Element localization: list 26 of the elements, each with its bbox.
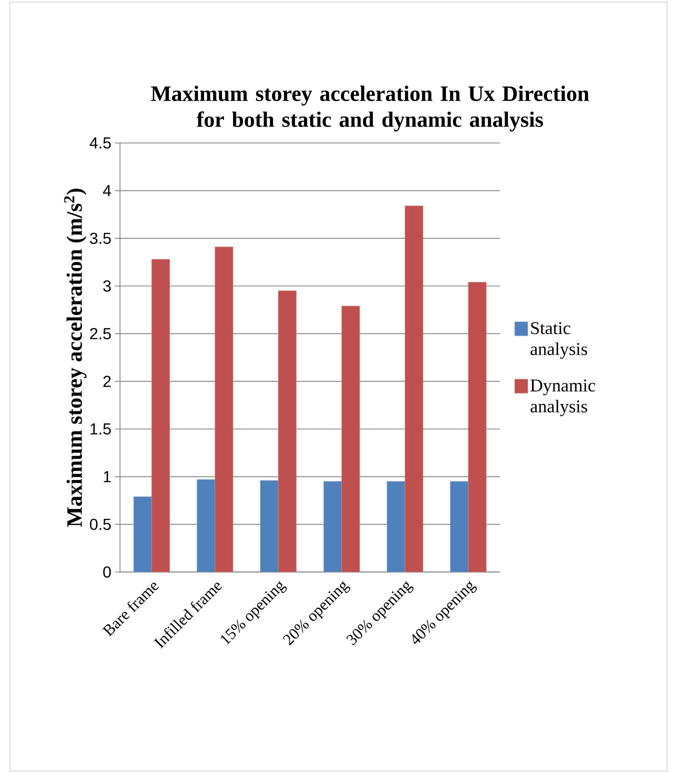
y-tick-label: 0 xyxy=(103,566,111,578)
bar xyxy=(468,282,487,572)
chart-title: Maximum storey acceleration In Ux Direction for both static and dynamic analysis xyxy=(151,86,590,132)
bar xyxy=(341,306,360,572)
legend-label: Dynamic analysis xyxy=(530,379,596,416)
bar xyxy=(151,259,170,572)
y-tick-label: 4.5 xyxy=(90,137,111,149)
bar xyxy=(450,481,469,572)
bar xyxy=(278,290,297,572)
y-tick-label: 2 xyxy=(103,376,111,387)
legend-label: Static analysis xyxy=(530,322,588,359)
bar xyxy=(260,480,279,572)
y-tick-label: 0.5 xyxy=(90,518,111,530)
bar xyxy=(214,246,234,572)
bar xyxy=(323,481,342,572)
bar xyxy=(133,496,152,572)
y-tick-label: 1 xyxy=(104,471,111,482)
y-tick-label: 2.5 xyxy=(90,328,111,340)
y-tick-label: 3 xyxy=(103,280,111,292)
y-tick-label: 3.5 xyxy=(90,232,111,244)
bar xyxy=(386,481,406,572)
bar xyxy=(404,206,424,572)
y-tick-label: 4 xyxy=(102,185,112,196)
bar xyxy=(196,479,216,572)
y-tick-label: 1.5 xyxy=(90,423,111,435)
y-axis-title: Maximum storey acceleration (m/s$^{2}$) xyxy=(64,188,86,527)
